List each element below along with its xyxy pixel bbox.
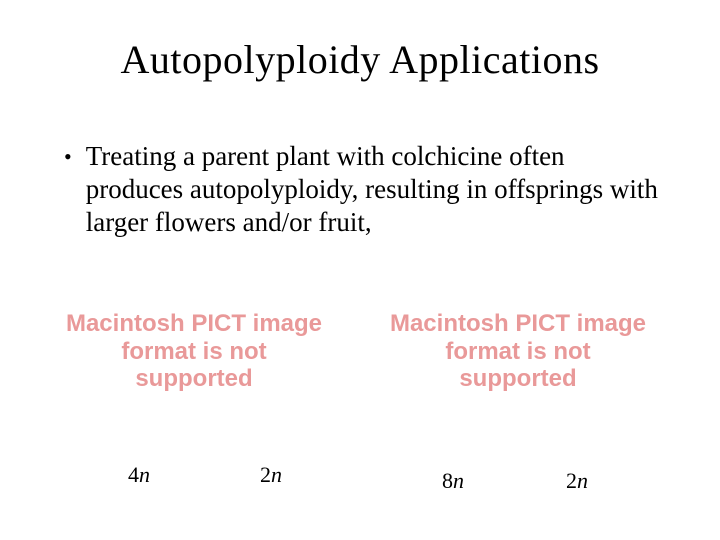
bullet-block: • Treating a parent plant with colchicin…	[64, 140, 664, 239]
caption-8n-num: 8	[442, 468, 453, 493]
slide-title: Autopolyploidy Applications	[0, 36, 720, 83]
bullet-text: Treating a parent plant with colchicine …	[86, 140, 664, 239]
pict-placeholder-left: Macintosh PICT image format is not suppo…	[64, 310, 324, 393]
caption-2n-b: 2n	[566, 468, 588, 494]
caption-2n-a: 2n	[260, 462, 282, 488]
bullet-dot-icon: •	[64, 144, 72, 171]
caption-row: 4n 2n 8n 2n	[0, 462, 720, 492]
bullet-item: • Treating a parent plant with colchicin…	[64, 140, 664, 239]
caption-2n-b-num: 2	[566, 468, 577, 493]
caption-2n-a-num: 2	[260, 462, 271, 487]
caption-8n: 8n	[442, 468, 464, 494]
caption-4n-num: 4	[128, 462, 139, 487]
slide: Autopolyploidy Applications • Treating a…	[0, 0, 720, 540]
caption-4n: 4n	[128, 462, 150, 488]
pict-placeholder-right: Macintosh PICT image format is not suppo…	[388, 310, 648, 393]
